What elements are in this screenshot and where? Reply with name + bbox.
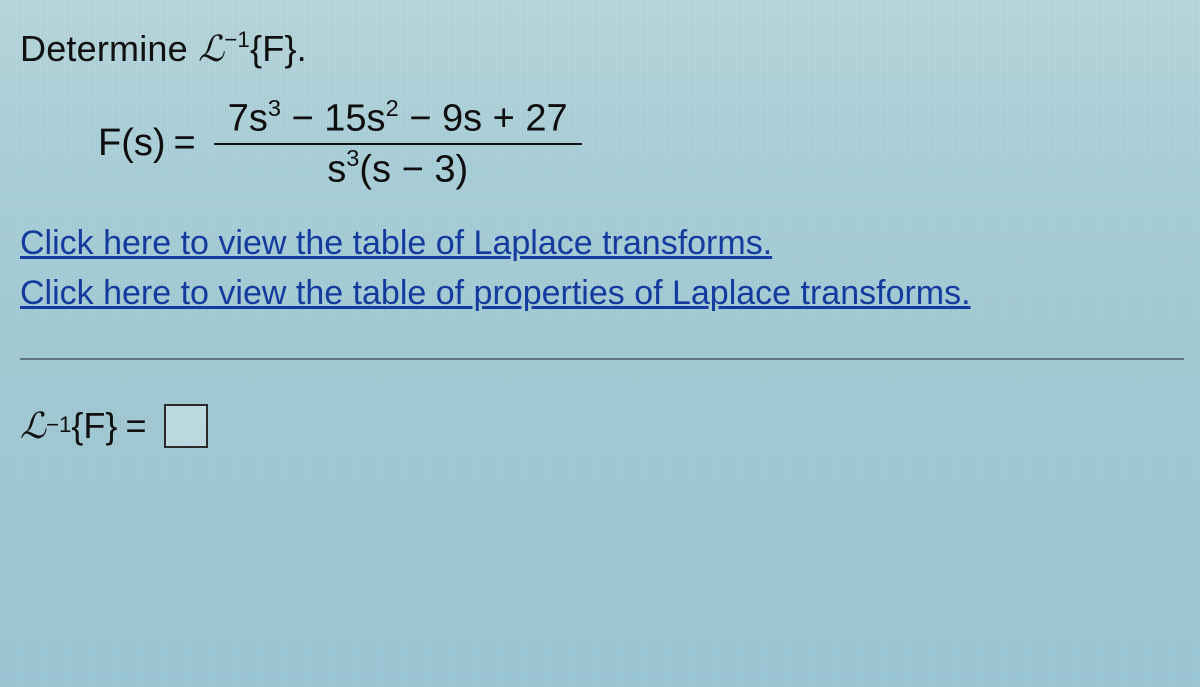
answer-exponent: −1: [46, 412, 71, 438]
answer-input[interactable]: [164, 404, 208, 448]
link-laplace-properties[interactable]: Click here to view the table of properti…: [20, 274, 971, 312]
link-laplace-table[interactable]: Click here to view the table of Laplace …: [20, 224, 772, 262]
formula-numerator: 7s3 − 15s2 − 9s + 27: [214, 94, 582, 143]
laplace-exponent: −1: [224, 27, 250, 52]
answer-arg: {F}: [71, 405, 117, 447]
prompt-arg: {F}.: [250, 28, 307, 69]
question-panel: Determine ℒ−1{F}. F(s)= 7s3 − 15s2 − 9s …: [0, 0, 1200, 687]
answer-row: ℒ−1{F} =: [20, 404, 1184, 448]
formula-denominator: s3(s − 3): [313, 145, 482, 194]
question-prompt: Determine ℒ−1{F}.: [20, 28, 1184, 70]
laplace-operator: ℒ: [198, 29, 224, 69]
formula: F(s)= 7s3 − 15s2 − 9s + 27 s3(s − 3): [98, 94, 1184, 193]
formula-lhs: F(s)=: [98, 122, 204, 165]
prompt-prefix: Determine: [20, 28, 198, 69]
reference-links: Click here to view the table of Laplace …: [20, 219, 1184, 318]
answer-operator: ℒ: [20, 405, 46, 447]
formula-fraction: 7s3 − 15s2 − 9s + 27 s3(s − 3): [214, 94, 582, 193]
answer-equals: =: [125, 405, 146, 447]
section-divider: [20, 358, 1184, 360]
